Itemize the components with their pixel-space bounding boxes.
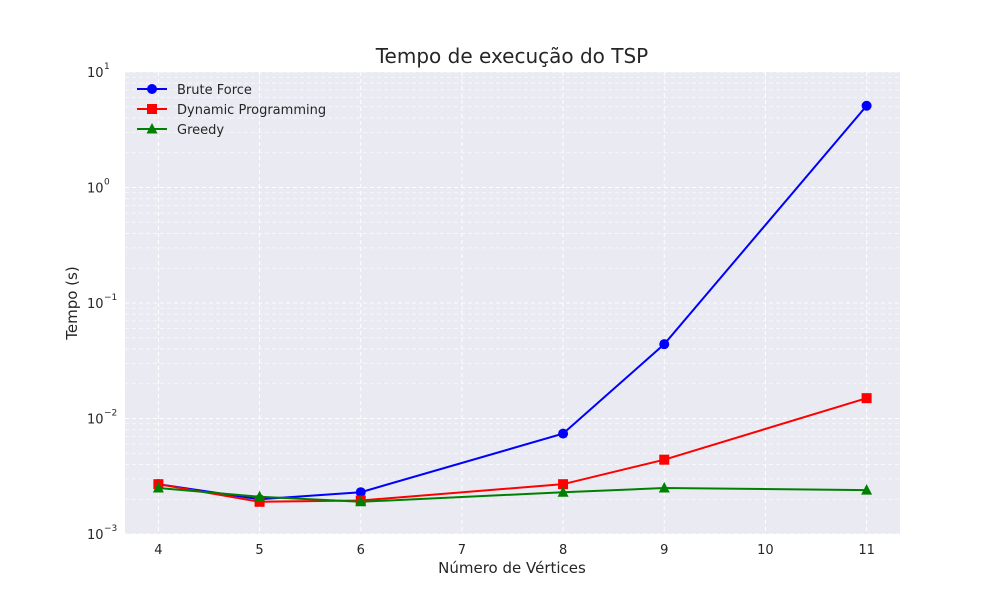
data-point <box>861 393 872 404</box>
x-axis-title: Número de Vértices <box>438 559 586 577</box>
data-point <box>254 496 265 507</box>
data-point <box>558 428 569 439</box>
y-tick-exponent: −2 <box>104 409 117 419</box>
chart-title: Tempo de execução do TSP <box>375 44 649 68</box>
x-tick-label: 10 <box>757 543 774 558</box>
legend-label: Dynamic Programming <box>177 103 326 118</box>
x-tick-label: 4 <box>154 543 162 558</box>
series-line <box>158 105 868 501</box>
data-point <box>152 482 164 493</box>
x-tick-label: 11 <box>858 543 875 558</box>
y-tick-base: 10 <box>87 413 104 428</box>
legend-marker <box>147 84 157 94</box>
legend-item: Dynamic Programming <box>137 103 326 118</box>
y-tick-exponent: 0 <box>104 178 110 188</box>
data-point <box>861 100 872 111</box>
data-point <box>557 486 569 497</box>
series-greedy <box>152 482 873 507</box>
y-tick-exponent: −3 <box>104 524 117 534</box>
series-line <box>158 487 867 503</box>
series-layer <box>152 100 873 507</box>
y-axis-title: Tempo (s) <box>63 266 81 340</box>
x-tick-labels: 4 5 6 7 8 9 10 11 <box>154 543 875 558</box>
legend-item: Greedy <box>137 123 224 138</box>
x-tick-label: 6 <box>357 543 365 558</box>
data-point <box>355 495 367 507</box>
x-tick-label: 5 <box>255 543 263 558</box>
x-tick-label: 7 <box>458 543 466 558</box>
y-tick-exponent: 1 <box>104 62 110 72</box>
grid-layer <box>125 71 900 535</box>
legend: Brute Force Dynamic Programming Greedy <box>137 83 326 138</box>
legend-marker <box>147 104 157 114</box>
legend-label: Greedy <box>177 123 224 138</box>
legend-label: Brute Force <box>177 83 252 98</box>
y-tick-label: 10 1 <box>87 62 110 81</box>
legend-marker <box>146 123 158 134</box>
data-point <box>658 482 670 493</box>
x-tick-label: 9 <box>660 543 668 558</box>
y-tick-base: 10 <box>87 182 104 197</box>
y-tick-exponent: −1 <box>104 293 117 303</box>
data-point <box>659 339 670 350</box>
legend-item: Brute Force <box>137 83 252 98</box>
y-tick-base: 10 <box>87 297 104 312</box>
y-tick-base: 10 <box>87 66 104 81</box>
data-point <box>861 484 873 495</box>
y-tick-label: 10 0 <box>87 178 110 197</box>
y-tick-label: 10 −1 <box>87 293 117 312</box>
data-point <box>355 487 366 498</box>
series-line <box>158 397 867 503</box>
x-tick-label: 8 <box>559 543 567 558</box>
y-tick-label: 10 −3 <box>87 524 117 543</box>
y-tick-base: 10 <box>87 528 104 543</box>
data-point <box>254 490 266 502</box>
y-tick-label: 10 −2 <box>87 409 117 428</box>
data-point <box>558 479 569 490</box>
data-point <box>659 454 670 465</box>
